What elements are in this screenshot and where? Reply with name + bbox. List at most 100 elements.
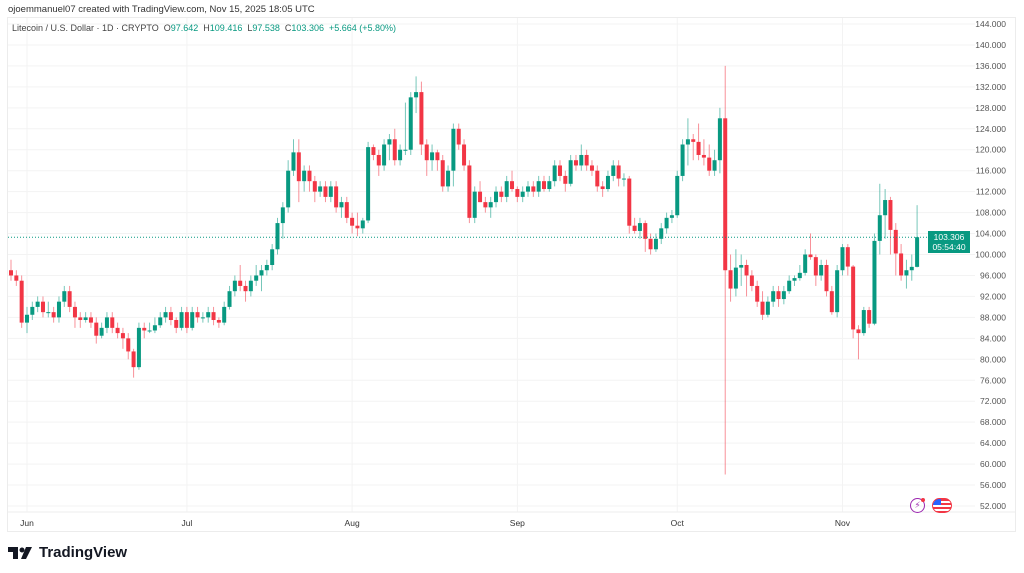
candle-body bbox=[286, 170, 291, 208]
candle-down bbox=[696, 123, 701, 161]
candle-body bbox=[99, 327, 104, 336]
candle-up bbox=[264, 259, 269, 276]
candle-body bbox=[9, 270, 13, 276]
candle-up bbox=[99, 322, 104, 339]
candle-up bbox=[739, 254, 744, 286]
candle-body bbox=[589, 165, 594, 171]
close-label: C bbox=[284, 23, 292, 33]
candle-body bbox=[206, 312, 211, 318]
candle-up bbox=[83, 312, 88, 323]
candle-down bbox=[595, 165, 600, 192]
candle-body bbox=[19, 280, 24, 323]
candle-body bbox=[877, 215, 882, 241]
candle-up bbox=[526, 181, 531, 197]
candle-down bbox=[334, 181, 339, 213]
candle-up bbox=[653, 233, 658, 252]
candle-down bbox=[94, 317, 99, 344]
candle-body bbox=[126, 338, 131, 352]
candle-down bbox=[424, 139, 429, 176]
candle-body bbox=[174, 320, 179, 328]
candle-down bbox=[755, 280, 760, 307]
price-tick-label: 100.000 bbox=[975, 250, 1006, 260]
candle-body bbox=[595, 170, 600, 187]
candle-down bbox=[515, 186, 520, 203]
candle-down bbox=[627, 175, 632, 234]
candle-body bbox=[669, 215, 674, 218]
tradingview-logo[interactable]: TradingView bbox=[8, 544, 127, 561]
candle-body bbox=[120, 333, 125, 339]
candle-body bbox=[376, 154, 381, 166]
price-tick-label: 116.000 bbox=[976, 166, 1006, 176]
candle-down bbox=[110, 312, 115, 334]
candle-body bbox=[547, 181, 552, 190]
candle-down bbox=[829, 285, 834, 315]
candle-down bbox=[19, 275, 24, 328]
candle-up bbox=[664, 212, 669, 234]
candle-down bbox=[9, 259, 13, 281]
bar-countdown: 05:54:40 bbox=[932, 242, 966, 252]
candle-up bbox=[62, 285, 67, 307]
candle-body bbox=[760, 301, 765, 315]
candle-body bbox=[472, 191, 477, 218]
candle-body bbox=[419, 92, 424, 145]
candle-up bbox=[712, 149, 717, 176]
candle-body bbox=[366, 147, 371, 221]
candle-body bbox=[446, 170, 451, 187]
candle-down bbox=[131, 348, 136, 378]
candle-body bbox=[339, 202, 344, 208]
candle-body bbox=[323, 186, 328, 197]
candle-body bbox=[632, 225, 637, 231]
candle-body bbox=[355, 225, 360, 229]
candle-up bbox=[136, 322, 141, 370]
price-tick-label: 76.000 bbox=[980, 375, 1006, 385]
candle-body bbox=[824, 264, 829, 292]
candle-up bbox=[883, 189, 888, 239]
candle-down bbox=[749, 270, 754, 292]
candle-body bbox=[573, 160, 578, 166]
candle-body bbox=[781, 291, 786, 300]
candle-body bbox=[451, 128, 456, 171]
candle-down bbox=[168, 306, 173, 326]
us-flag-icon[interactable] bbox=[932, 498, 952, 513]
candle-body bbox=[280, 207, 285, 224]
time-tick-label: Aug bbox=[345, 518, 360, 528]
candle-up bbox=[259, 264, 264, 292]
candle-down bbox=[691, 134, 696, 161]
candle-down bbox=[323, 181, 328, 203]
candle-up bbox=[248, 275, 253, 297]
candle-body bbox=[840, 247, 845, 271]
candle-down bbox=[115, 322, 120, 339]
candle-down bbox=[632, 217, 637, 234]
candle-body bbox=[675, 175, 680, 216]
candle-body bbox=[504, 181, 509, 197]
candle-body bbox=[648, 238, 653, 250]
candle-up bbox=[579, 144, 584, 171]
candle-down bbox=[238, 264, 243, 292]
candle-up bbox=[398, 144, 403, 166]
candle-body bbox=[440, 160, 445, 187]
time-axis[interactable]: Jun Jul Aug Sep Oct Nov bbox=[8, 511, 1015, 528]
candle-body bbox=[819, 264, 824, 276]
candle-down bbox=[376, 149, 381, 176]
candle-up bbox=[387, 134, 392, 161]
candle-body bbox=[653, 238, 658, 250]
candle-body bbox=[563, 175, 568, 184]
candle-down bbox=[88, 312, 93, 328]
candle-up bbox=[904, 259, 909, 289]
candle-body bbox=[893, 229, 898, 254]
candle-up bbox=[819, 259, 824, 281]
candle-body bbox=[707, 157, 712, 171]
candle-body bbox=[40, 301, 45, 313]
price-tick-label: 108.000 bbox=[975, 208, 1006, 218]
candle-body bbox=[78, 317, 83, 321]
price-tick-label: 132.000 bbox=[975, 82, 1006, 92]
price-tick-label: 84.000 bbox=[980, 333, 1006, 343]
candle-body bbox=[312, 181, 317, 192]
price-axis[interactable]: 52.000 56.000 60.000 64.000 68.000 72.000 76.0… bbox=[975, 19, 1006, 511]
candle-up bbox=[147, 322, 152, 334]
candles bbox=[9, 65, 920, 475]
candle-body bbox=[136, 327, 141, 368]
lightning-icon[interactable]: ⚡ bbox=[910, 498, 925, 513]
price-tick-label: 140.000 bbox=[975, 40, 1006, 50]
